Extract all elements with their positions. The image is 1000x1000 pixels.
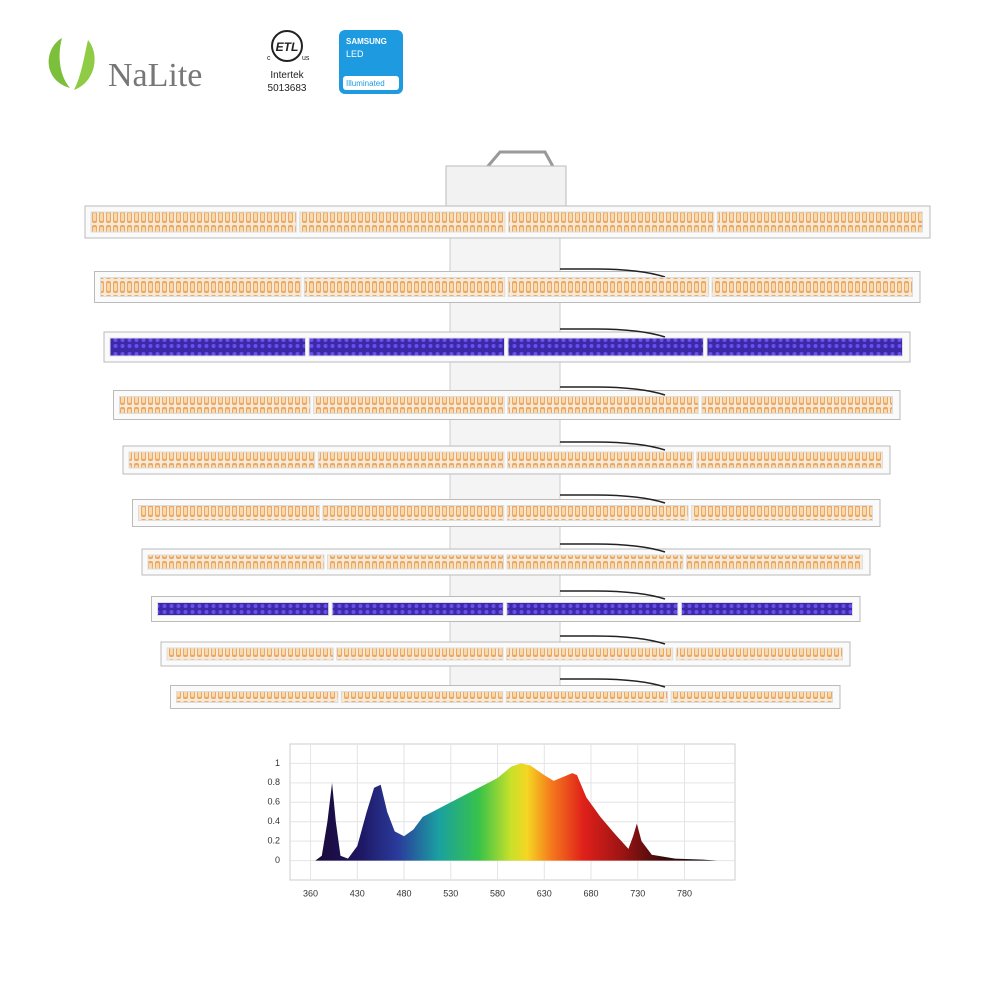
hanger bbox=[481, 150, 558, 173]
samsung-badge bbox=[343, 76, 399, 90]
led-strip bbox=[506, 647, 674, 661]
led-strip bbox=[138, 505, 320, 521]
cable bbox=[560, 678, 666, 688]
cable bbox=[560, 494, 666, 504]
led-strip bbox=[686, 554, 863, 570]
leaf-right bbox=[74, 40, 95, 90]
led-strip bbox=[308, 337, 505, 357]
etl-logo: ETL c us Intertek 5013683 bbox=[267, 30, 310, 94]
samsung-led: LED bbox=[346, 49, 364, 59]
led-strip bbox=[166, 647, 334, 661]
cable bbox=[560, 635, 666, 645]
led-strip bbox=[317, 451, 505, 469]
x-tick-label: 580 bbox=[490, 888, 505, 898]
y-tick-label: 0.6 bbox=[267, 797, 280, 807]
samsung-name: SAMSUNG bbox=[346, 37, 387, 46]
led-strip bbox=[313, 396, 505, 414]
led-strip bbox=[505, 691, 669, 703]
led-strip bbox=[670, 691, 833, 703]
led-strip bbox=[322, 505, 505, 521]
y-tick-label: 1 bbox=[275, 758, 280, 768]
led-strip bbox=[675, 647, 843, 661]
light-fixture bbox=[84, 150, 931, 709]
led-strip bbox=[119, 396, 311, 414]
led-strip bbox=[716, 211, 923, 233]
led-strip bbox=[176, 691, 339, 703]
led-strip bbox=[327, 554, 504, 570]
x-tick-label: 730 bbox=[630, 888, 645, 898]
led-strip bbox=[701, 396, 893, 414]
led-strip bbox=[508, 211, 715, 233]
leaf-left bbox=[48, 38, 70, 88]
led-strip bbox=[507, 337, 704, 357]
led-strip bbox=[706, 337, 903, 357]
led-strip bbox=[507, 277, 710, 297]
led-strip bbox=[691, 505, 873, 521]
brand-logo: NaLite bbox=[48, 38, 202, 94]
cable bbox=[560, 268, 666, 278]
led-strip bbox=[506, 602, 679, 616]
y-tick-label: 0.8 bbox=[267, 777, 280, 787]
y-tick-label: 0.4 bbox=[267, 816, 280, 826]
etl-us: us bbox=[302, 55, 310, 62]
led-strip bbox=[299, 211, 506, 233]
cable bbox=[560, 328, 666, 338]
led-strip bbox=[147, 554, 325, 570]
led-strip bbox=[331, 602, 504, 616]
etl-c: c bbox=[267, 55, 271, 62]
led-strip bbox=[680, 602, 853, 616]
spectrum-area bbox=[315, 763, 718, 861]
etl-ring bbox=[271, 30, 303, 62]
led-strip bbox=[90, 211, 297, 233]
cable bbox=[560, 386, 666, 396]
brand-name: NaLite bbox=[108, 57, 202, 94]
y-tick-label: 0.2 bbox=[267, 836, 280, 846]
led-strip bbox=[507, 451, 694, 469]
cable bbox=[560, 441, 666, 451]
led-strip bbox=[340, 691, 504, 703]
led-strip bbox=[507, 396, 699, 414]
led-strip bbox=[100, 277, 302, 297]
spectrum-chart: 0 0.2 0.4 0.6 0.8 1 360 430 480 530 580 630 680 730 78… bbox=[267, 743, 736, 898]
x-tick-label: 360 bbox=[303, 888, 318, 898]
led-strip bbox=[336, 647, 504, 661]
etl-lab: Intertek bbox=[270, 70, 304, 81]
etl-mark: ETL bbox=[276, 40, 299, 54]
led-strip bbox=[711, 277, 913, 297]
x-tick-label: 480 bbox=[397, 888, 412, 898]
led-strip bbox=[128, 451, 316, 469]
y-tick-label: 0 bbox=[275, 855, 280, 865]
samsung-illuminated: Illuminated bbox=[346, 79, 385, 88]
led-strip bbox=[696, 451, 883, 469]
led-strip bbox=[303, 277, 506, 297]
x-tick-label: 530 bbox=[443, 888, 458, 898]
led-strip bbox=[109, 337, 306, 357]
led-strip bbox=[506, 554, 684, 570]
cable bbox=[560, 590, 666, 600]
x-tick-label: 680 bbox=[584, 888, 599, 898]
x-tick-label: 630 bbox=[537, 888, 552, 898]
etl-number: 5013683 bbox=[268, 83, 307, 94]
led-strip bbox=[157, 602, 330, 616]
x-tick-label: 780 bbox=[677, 888, 692, 898]
samsung-logo: SAMSUNG LED Illuminated bbox=[339, 30, 403, 94]
led-strip bbox=[506, 505, 689, 521]
x-tick-label: 430 bbox=[350, 888, 365, 898]
cable bbox=[560, 543, 666, 553]
driver bbox=[445, 165, 567, 207]
